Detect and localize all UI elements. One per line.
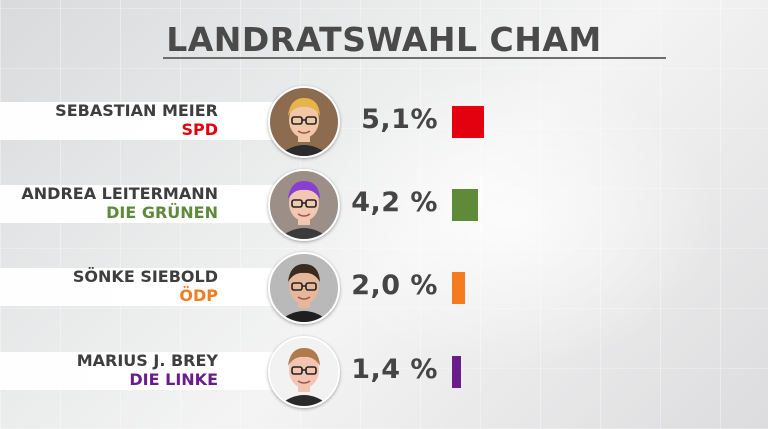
percent-label: 4,2 % — [351, 187, 438, 218]
candidate-row: ANDREA LEITERMANN DIE GRÜNEN 4,2 % — [0, 165, 768, 245]
avatar-marius-brey — [268, 336, 340, 408]
percent-label: 2,0 % — [351, 270, 438, 301]
party-label: SPD — [181, 120, 218, 139]
result-bar — [452, 356, 461, 388]
candidate-row: SEBASTIAN MEIER SPD 5,1% — [0, 82, 768, 162]
candidate-name: ANDREA LEITERMANN — [21, 184, 218, 203]
candidate-row: SÖNKE SIEBOLD ÖDP 2,0 % — [0, 248, 768, 328]
candidate-name: SEBASTIAN MEIER — [55, 101, 218, 120]
party-label: ÖDP — [179, 286, 218, 305]
percent-label: 5,1% — [361, 104, 438, 135]
avatar-andrea-leitermann — [268, 169, 340, 241]
chart-title: LANDRATSWAHL CHAM — [166, 20, 602, 59]
title-underline — [163, 57, 666, 59]
party-label: DIE GRÜNEN — [106, 203, 218, 222]
candidate-name: MARIUS J. BREY — [76, 351, 218, 370]
avatar-sebastian-meier — [268, 86, 340, 158]
result-bar — [452, 189, 478, 221]
avatar-soenke-siebold — [268, 252, 340, 324]
result-bar — [452, 106, 484, 138]
candidate-row: MARIUS J. BREY DIE LINKE 1,4 % — [0, 332, 768, 412]
candidate-name: SÖNKE SIEBOLD — [72, 267, 218, 286]
percent-label: 1,4 % — [351, 354, 438, 385]
party-label: DIE LINKE — [129, 370, 218, 389]
result-bar — [452, 272, 465, 304]
background-glow — [300, 70, 720, 370]
